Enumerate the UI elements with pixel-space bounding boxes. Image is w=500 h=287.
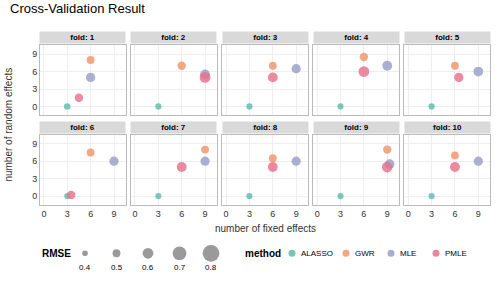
svg-text:3: 3 [65, 209, 70, 219]
svg-text:fold: 10: fold: 10 [433, 123, 462, 132]
svg-text:9: 9 [32, 49, 37, 59]
svg-text:3: 3 [247, 209, 252, 219]
svg-text:3: 3 [32, 84, 37, 94]
svg-text:3: 3 [429, 209, 434, 219]
svg-text:fold: 5: fold: 5 [435, 33, 460, 42]
svg-text:fold: 4: fold: 4 [344, 33, 369, 42]
svg-text:fold: 9: fold: 9 [344, 123, 369, 132]
svg-text:fold: 7: fold: 7 [161, 123, 186, 132]
svg-text:0.5: 0.5 [111, 263, 123, 272]
svg-text:6: 6 [361, 209, 366, 219]
svg-text:9: 9 [111, 209, 116, 219]
svg-text:fold: 6: fold: 6 [70, 123, 95, 132]
svg-text:6: 6 [32, 156, 37, 166]
svg-text:0: 0 [132, 209, 137, 219]
svg-text:0: 0 [224, 209, 229, 219]
svg-text:3: 3 [32, 174, 37, 184]
svg-text:0.4: 0.4 [79, 263, 91, 272]
svg-text:0.6: 0.6 [142, 263, 154, 272]
svg-text:6: 6 [32, 67, 37, 77]
svg-text:9: 9 [476, 209, 481, 219]
svg-text:fold: 2: fold: 2 [161, 33, 186, 42]
svg-text:RMSE: RMSE [42, 248, 71, 259]
svg-text:method: method [245, 248, 281, 259]
svg-text:6: 6 [179, 209, 184, 219]
svg-text:0.8: 0.8 [205, 263, 217, 272]
svg-text:ALASSO: ALASSO [301, 249, 333, 258]
svg-text:0: 0 [315, 209, 320, 219]
svg-text:6: 6 [270, 209, 275, 219]
svg-text:GWR: GWR [355, 249, 375, 258]
svg-text:6: 6 [88, 209, 93, 219]
svg-text:9: 9 [32, 139, 37, 149]
svg-text:fold: 8: fold: 8 [253, 123, 278, 132]
svg-text:3: 3 [156, 209, 161, 219]
svg-text:fold: 3: fold: 3 [253, 33, 278, 42]
svg-text:Cross-Validation Result: Cross-Validation Result [10, 1, 145, 16]
svg-text:6: 6 [452, 209, 457, 219]
svg-text:PMLE: PMLE [445, 249, 467, 258]
svg-text:9: 9 [203, 209, 208, 219]
svg-text:0: 0 [406, 209, 411, 219]
svg-text:9: 9 [385, 209, 390, 219]
svg-text:0.7: 0.7 [174, 263, 186, 272]
svg-text:9: 9 [294, 209, 299, 219]
svg-text:3: 3 [338, 209, 343, 219]
svg-text:number of fixed effects: number of fixed effects [215, 223, 316, 234]
svg-text:number of random effects: number of random effects [3, 68, 14, 182]
svg-text:0: 0 [32, 102, 37, 112]
svg-text:fold: 1: fold: 1 [70, 33, 95, 42]
svg-text:0: 0 [32, 191, 37, 201]
svg-text:MLE: MLE [400, 249, 416, 258]
svg-text:0: 0 [41, 209, 46, 219]
